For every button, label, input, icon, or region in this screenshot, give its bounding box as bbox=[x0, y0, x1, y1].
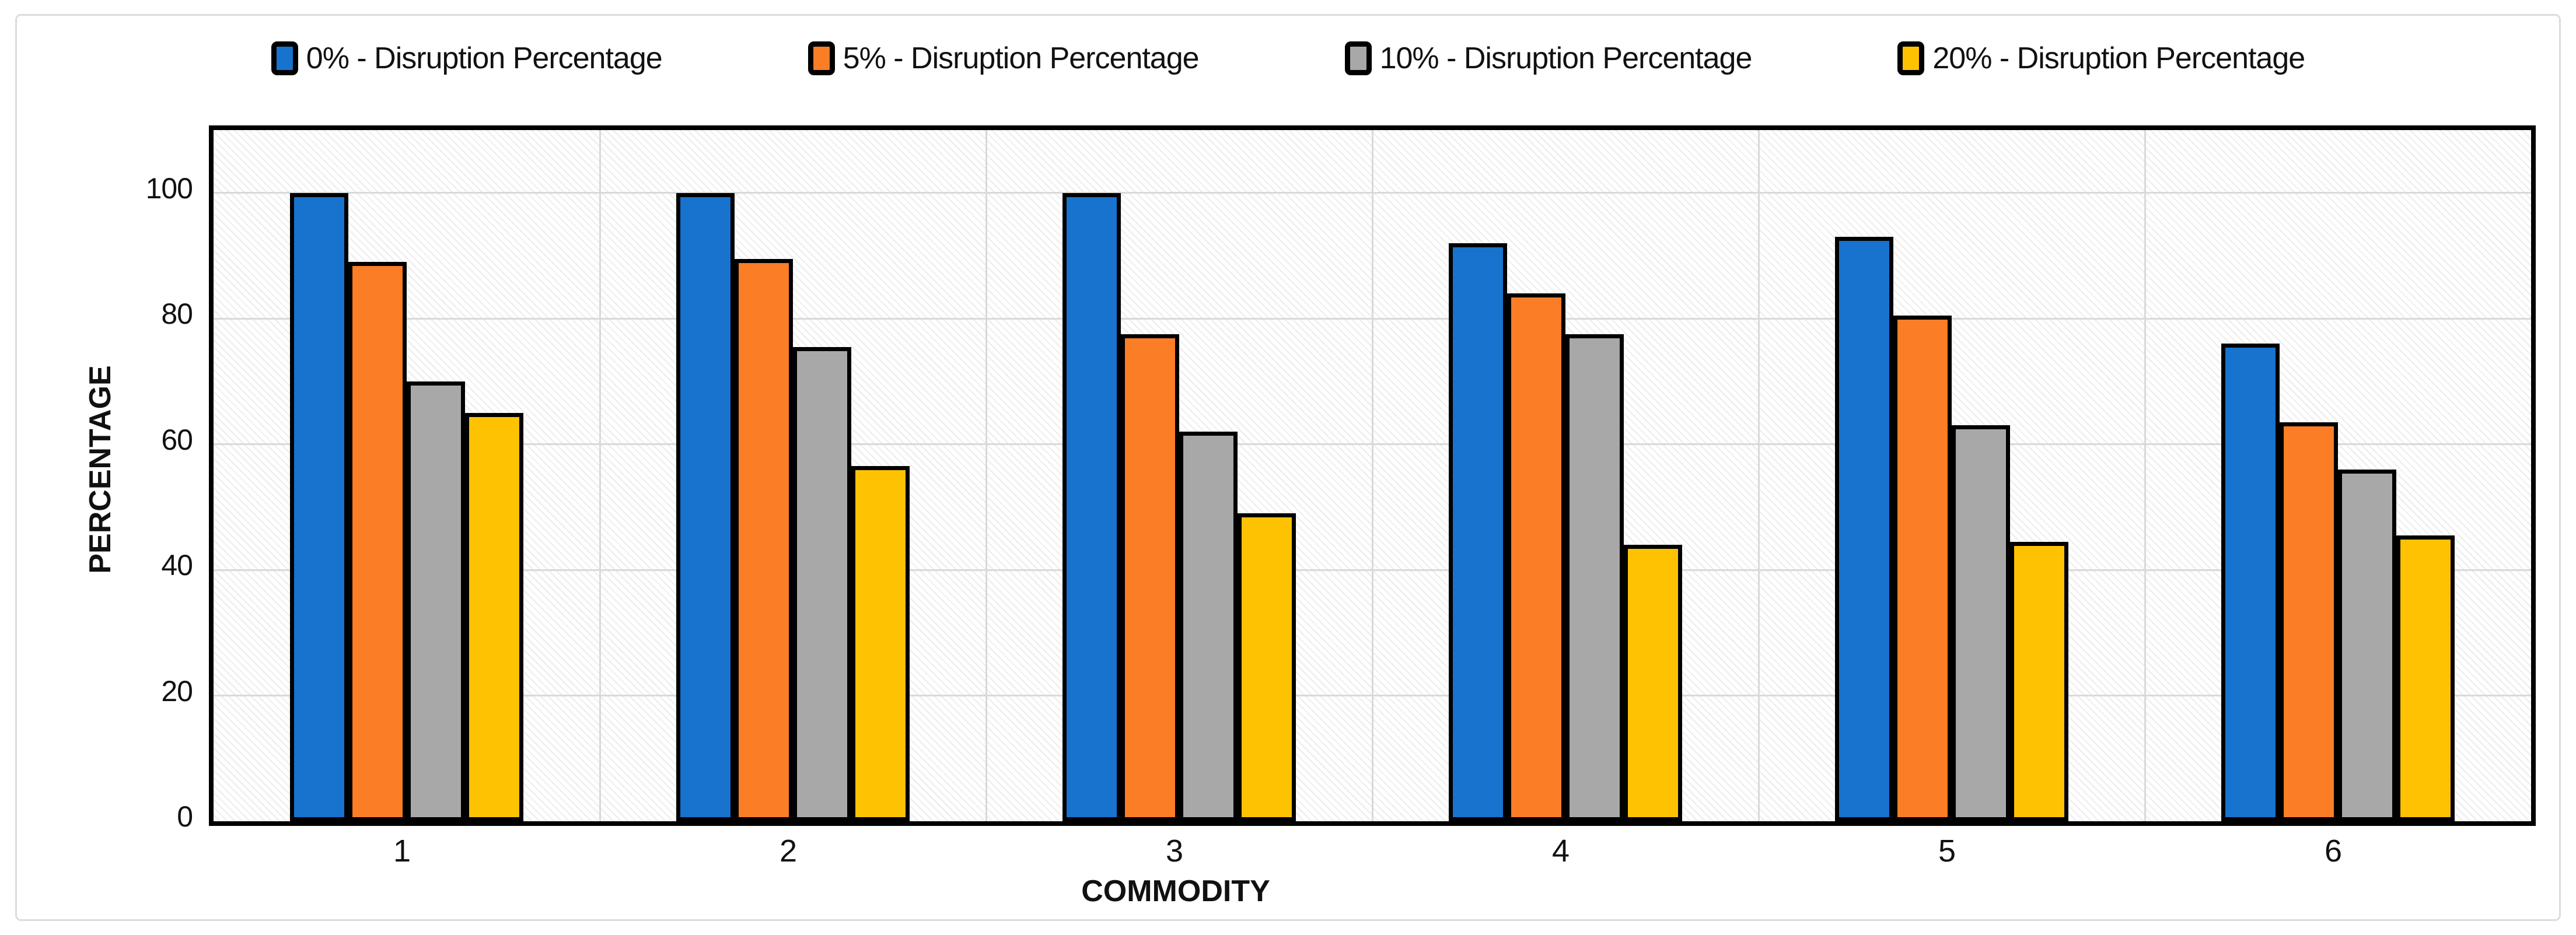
bar-series0-cat4 bbox=[1449, 243, 1507, 821]
x-tick-label: 1 bbox=[393, 834, 411, 869]
bar-series1-cat1 bbox=[348, 262, 407, 821]
legend-item-0: 0% - Disruption Percentage bbox=[271, 41, 663, 76]
bar-series3-cat6 bbox=[2396, 535, 2455, 821]
y-tick-label: 40 bbox=[161, 549, 193, 582]
x-axis-tick-labels: 1 2 3 4 5 6 bbox=[209, 833, 2526, 874]
bar-series1-cat4 bbox=[1507, 293, 1565, 821]
legend-swatch-icon bbox=[271, 41, 298, 75]
legend-swatch-icon bbox=[1344, 41, 1372, 75]
x-tick-label: 4 bbox=[1551, 834, 1570, 869]
bar-series2-cat1 bbox=[407, 381, 465, 821]
y-tick-label: 80 bbox=[161, 297, 193, 331]
plot-area bbox=[209, 125, 2536, 826]
bar-group-5 bbox=[1835, 237, 2068, 821]
x-tick-label: 5 bbox=[1938, 834, 1956, 869]
bar-series1-cat6 bbox=[2280, 422, 2338, 821]
bar-series2-cat3 bbox=[1179, 432, 1238, 821]
bar-series0-cat3 bbox=[1062, 193, 1121, 821]
legend-item-2: 10% - Disruption Percentage bbox=[1344, 41, 1753, 76]
y-tick-label: 20 bbox=[161, 674, 193, 708]
legend: 0% - Disruption Percentage 5% - Disruptio… bbox=[0, 41, 2576, 76]
v-gridline bbox=[599, 130, 601, 821]
bar-series0-cat5 bbox=[1835, 237, 1893, 821]
bar-series3-cat5 bbox=[2010, 542, 2068, 821]
bar-series3-cat1 bbox=[465, 413, 523, 821]
bar-series2-cat5 bbox=[1952, 425, 2010, 821]
bar-series1-cat5 bbox=[1893, 316, 1952, 821]
y-axis-tick-labels: 0 20 40 60 80 100 bbox=[35, 125, 193, 833]
bar-group-1 bbox=[290, 193, 523, 821]
legend-label: 20% - Disruption Percentage bbox=[1932, 41, 2305, 75]
x-tick-label: 6 bbox=[2324, 834, 2343, 869]
x-tick-label: 2 bbox=[779, 834, 798, 869]
bar-series2-cat6 bbox=[2338, 470, 2396, 821]
y-tick-label: 100 bbox=[145, 171, 193, 205]
bar-group-6 bbox=[2221, 344, 2455, 821]
v-gridline bbox=[985, 130, 987, 821]
bar-group-2 bbox=[676, 193, 910, 821]
bar-series3-cat4 bbox=[1624, 545, 1682, 821]
legend-swatch-icon bbox=[1897, 41, 1925, 75]
legend-label: 0% - Disruption Percentage bbox=[306, 41, 663, 75]
legend-item-3: 20% - Disruption Percentage bbox=[1897, 41, 2305, 76]
x-tick-label: 3 bbox=[1165, 834, 1184, 869]
bar-series1-cat3 bbox=[1121, 334, 1179, 821]
legend-label: 5% - Disruption Percentage bbox=[843, 41, 1200, 75]
legend-swatch-icon bbox=[808, 41, 835, 75]
legend-label: 10% - Disruption Percentage bbox=[1379, 41, 1753, 75]
bar-series2-cat4 bbox=[1565, 334, 1624, 821]
bar-series0-cat1 bbox=[290, 193, 348, 821]
bar-series3-cat2 bbox=[851, 466, 910, 821]
bar-series0-cat6 bbox=[2221, 344, 2280, 821]
legend-item-1: 5% - Disruption Percentage bbox=[808, 41, 1200, 76]
y-tick-label: 60 bbox=[161, 423, 193, 456]
v-gridline bbox=[2144, 130, 2146, 821]
bar-series0-cat2 bbox=[676, 193, 735, 821]
bar-series1-cat2 bbox=[735, 259, 793, 821]
x-axis-title: COMMODITY bbox=[1081, 874, 1270, 908]
v-gridline bbox=[1371, 130, 1373, 821]
bar-group-4 bbox=[1449, 243, 1682, 821]
bar-group-3 bbox=[1062, 193, 1296, 821]
bar-series3-cat3 bbox=[1238, 513, 1296, 821]
y-tick-label: 0 bbox=[177, 800, 193, 833]
v-gridline bbox=[1757, 130, 1760, 821]
bar-series2-cat2 bbox=[793, 347, 851, 821]
